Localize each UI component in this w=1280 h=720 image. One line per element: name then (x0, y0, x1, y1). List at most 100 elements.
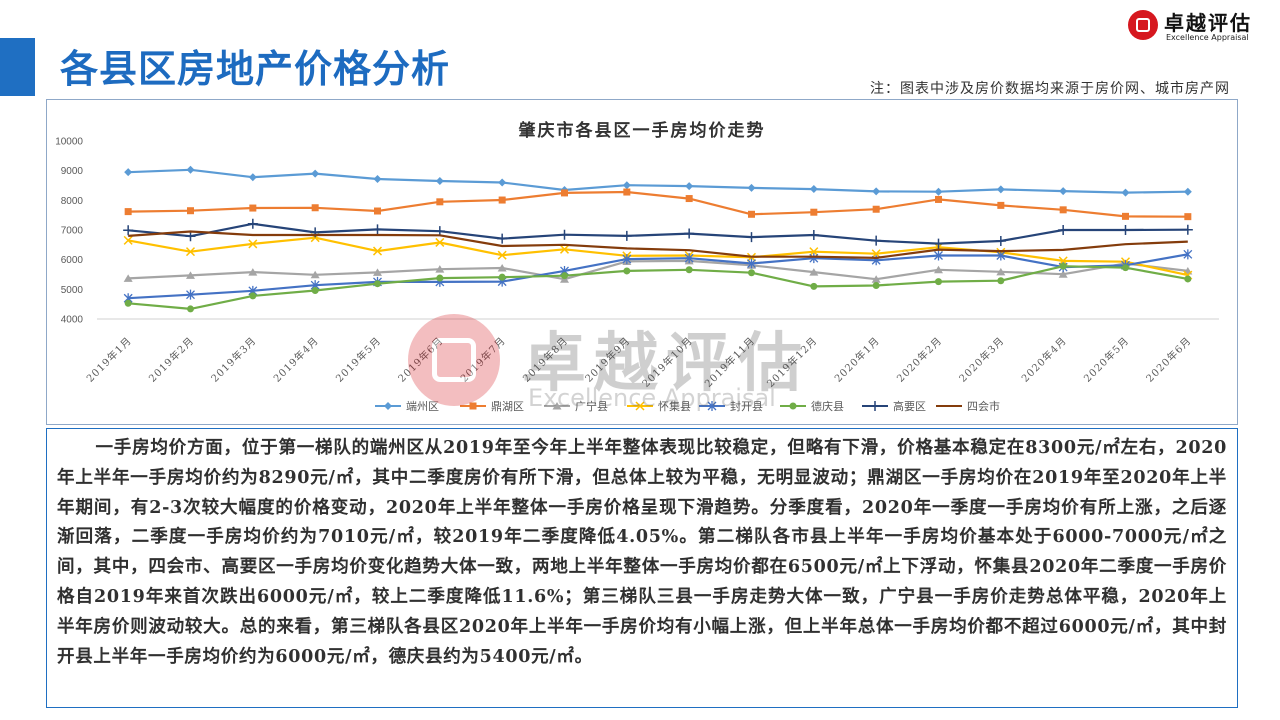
legend-item: 鼎湖区 (460, 400, 524, 413)
data-point (684, 253, 694, 264)
data-point (1059, 262, 1067, 270)
data-point (623, 188, 631, 196)
data-point (685, 266, 693, 274)
data-point (124, 208, 132, 216)
data-point (497, 263, 507, 272)
x-tick-label: 2020年1月 (832, 334, 883, 385)
x-tick-label: 2020年4月 (1019, 334, 1070, 385)
data-point (249, 204, 257, 212)
data-point (870, 401, 880, 411)
chart-title: 肇庆市各县区一手房均价走势 (518, 121, 766, 141)
legend-item: 怀集县 (627, 399, 691, 413)
x-tick-label: 2020年6月 (1143, 334, 1194, 385)
data-point (372, 246, 383, 256)
data-point (1058, 270, 1068, 278)
series-8 (128, 230, 1188, 259)
data-point (622, 181, 631, 190)
legend-label: 高要区 (893, 399, 926, 413)
data-point (374, 207, 381, 215)
legend-label: 广宁县 (575, 399, 608, 413)
data-point (561, 189, 568, 197)
y-tick-label: 5000 (61, 285, 84, 296)
data-point (247, 218, 258, 229)
legend-item: 高要区 (862, 399, 926, 413)
x-tick-label: 2019年9月 (582, 334, 633, 385)
data-point (621, 230, 632, 241)
legend-label: 德庆县 (811, 399, 844, 413)
data-point (1182, 224, 1193, 235)
x-tick-label: 2019年5月 (333, 334, 384, 385)
legend-label: 四会市 (967, 399, 1000, 413)
data-point (436, 198, 444, 206)
series-2 (124, 188, 1192, 221)
data-point (552, 402, 562, 410)
series-line (128, 168, 1188, 194)
data-point (124, 299, 132, 307)
x-tick-label: 2020年2月 (894, 334, 945, 385)
data-point (436, 274, 444, 282)
data-point (933, 238, 944, 249)
data-point (1184, 213, 1192, 221)
data-point (1120, 225, 1131, 235)
analysis-paragraph: 一手房均价方面，位于第一梯队的端州区从2019年至今年上半年整体表现比较稳定，但… (57, 438, 1227, 667)
data-point (810, 208, 818, 216)
data-point (373, 268, 382, 276)
y-tick-label: 9000 (61, 166, 84, 177)
data-point (996, 267, 1006, 276)
data-point (374, 280, 381, 288)
data-point (187, 207, 194, 215)
y-tick-label: 6000 (61, 255, 84, 266)
data-point (685, 182, 694, 191)
data-point (1122, 212, 1129, 220)
legend-item: 封开县 (699, 399, 763, 413)
data-point (123, 235, 133, 245)
data-point (498, 178, 507, 187)
data-point (747, 183, 756, 192)
legend-label: 封开县 (730, 399, 763, 413)
data-point (249, 292, 257, 300)
data-point (248, 239, 258, 249)
data-point (186, 289, 195, 300)
chart-panel: 肇庆市各县区一手房均价走势 4000 5000 6000 7000 8000 9000 10… (46, 99, 1238, 425)
data-point (373, 174, 382, 183)
data-point (935, 195, 942, 203)
data-point (872, 187, 881, 196)
data-point (707, 401, 717, 411)
x-tick-label: 2019年3月 (208, 334, 259, 385)
data-point (311, 287, 319, 295)
analysis-panel: 一手房均价方面，位于第一梯队的端州区从2019年至今年上半年整体表现比较稳定，但… (46, 428, 1238, 708)
data-point (123, 274, 133, 282)
legend-label: 怀集县 (658, 399, 691, 413)
data-point (748, 269, 755, 277)
data-point (808, 230, 819, 241)
data-point (435, 237, 445, 247)
legend-label: 端州区 (406, 400, 439, 413)
data-point (934, 265, 943, 274)
data-point (498, 273, 506, 281)
y-tick-label: 4000 (61, 315, 84, 326)
data-point (435, 177, 444, 186)
data-point (1059, 206, 1067, 214)
x-tick-label: 2019年11月 (702, 334, 758, 390)
x-tick-label: 2019年8月 (520, 334, 571, 385)
data-point (185, 247, 196, 257)
x-tick-label: 2019年4月 (271, 334, 322, 385)
data-point (372, 224, 383, 235)
data-point (186, 165, 195, 174)
y-tick-label: 7000 (61, 226, 84, 237)
data-point (384, 402, 392, 410)
data-point (1183, 249, 1193, 260)
data-point (248, 268, 258, 276)
series-1 (124, 165, 1192, 197)
x-tick-label: 2020年3月 (956, 334, 1007, 385)
data-point (934, 187, 943, 196)
data-point (311, 169, 320, 178)
data-point (748, 210, 755, 218)
data-point (1058, 225, 1069, 235)
legend-item: 德庆县 (780, 399, 844, 413)
page-title: 各县区房地产价格分析 (60, 47, 451, 91)
series-line (128, 230, 1188, 259)
data-point (310, 270, 320, 279)
series-line (128, 236, 1189, 277)
